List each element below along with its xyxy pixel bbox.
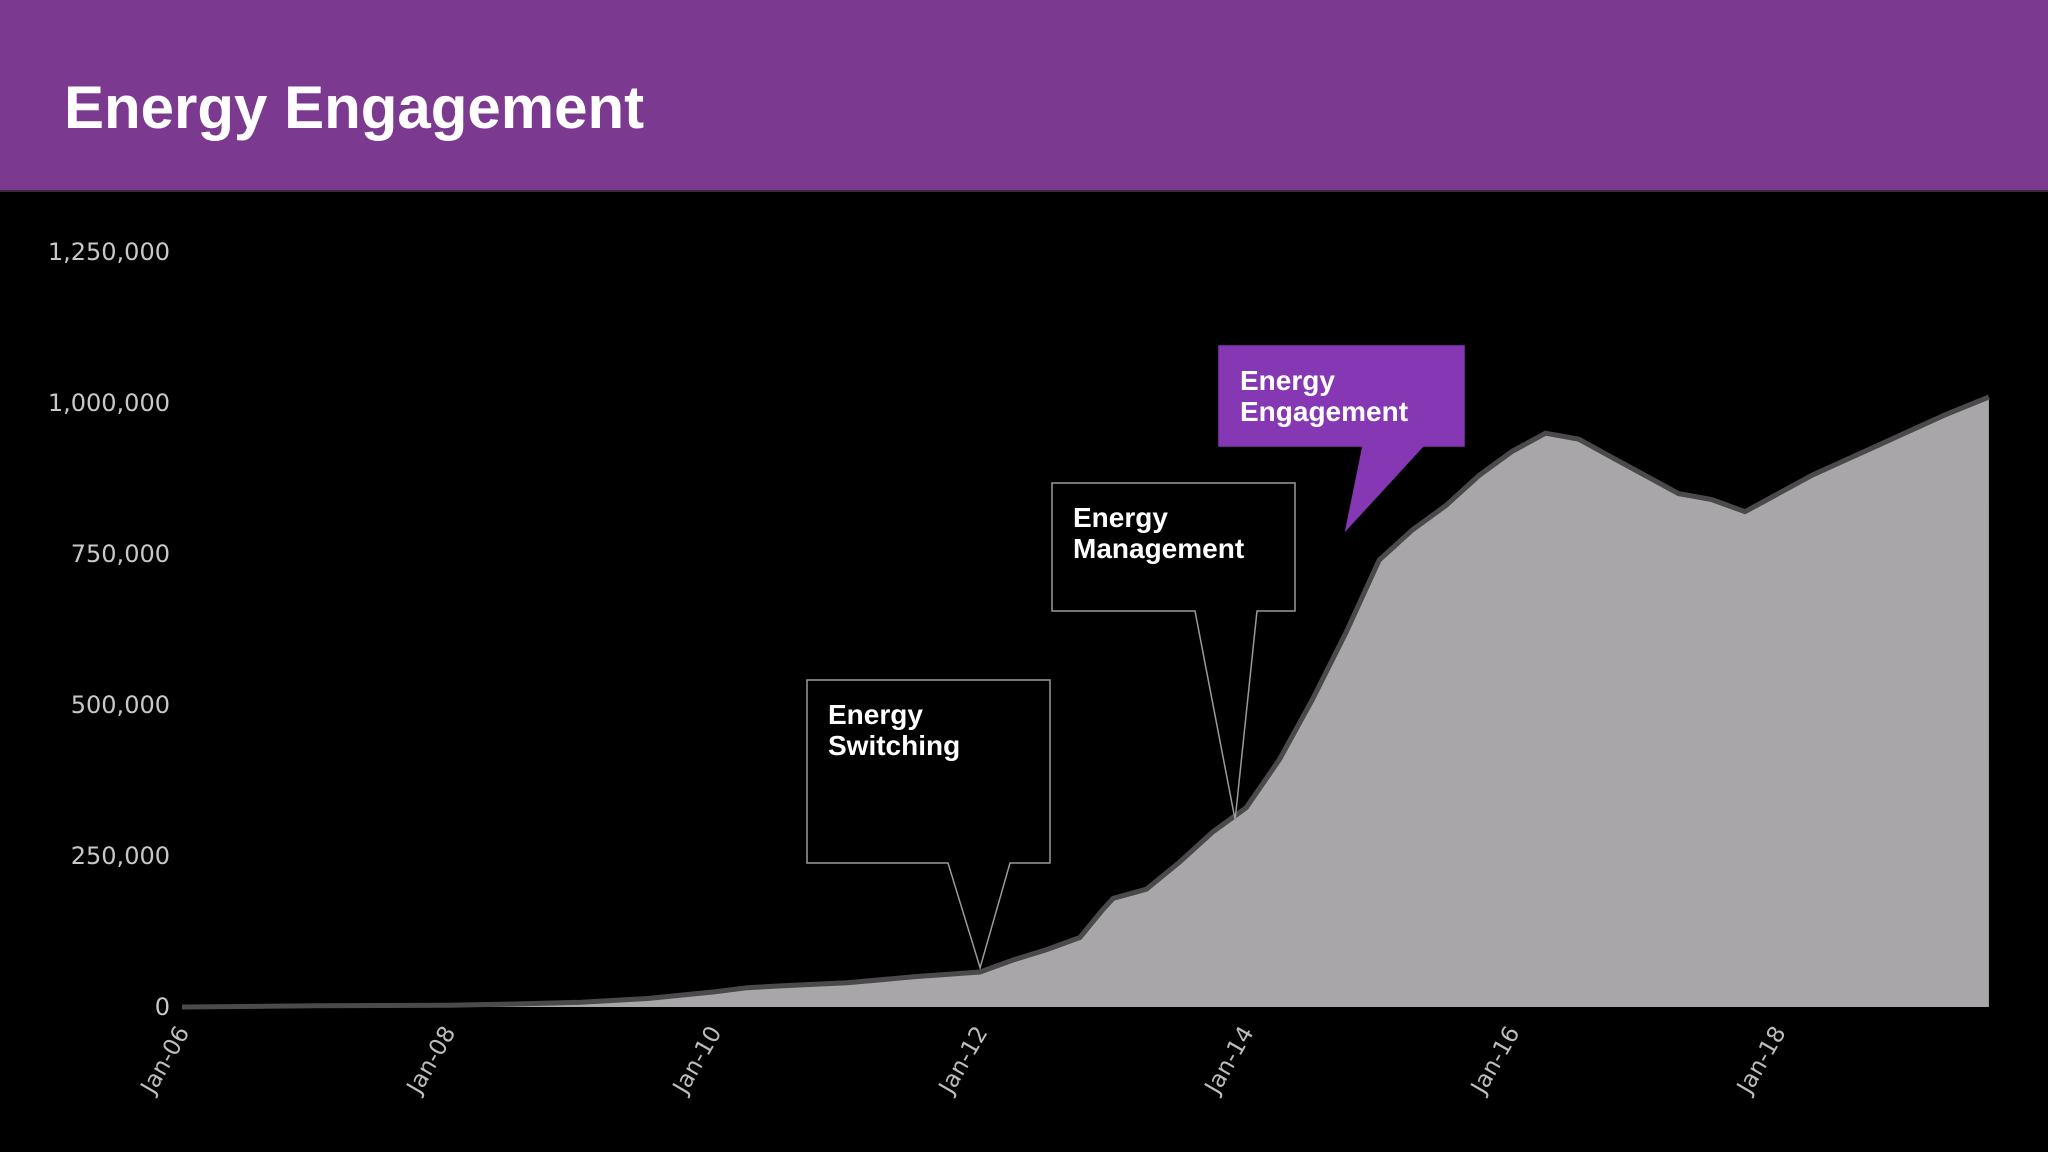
area-series-edge-0 [181, 394, 1990, 1010]
x-tick-label: Jan-14 [1199, 1022, 1259, 1100]
chart-area: 0 250,000 500,000 750,000 1,000,000 1,250,000… [0, 192, 2048, 1152]
area-chart: 0 250,000 500,000 750,000 1,000,000 1,250,000… [48, 238, 1990, 1100]
area-series-0 [182, 397, 1989, 1007]
x-tick-label: Jan-08 [401, 1022, 461, 1100]
y-tick-label: 250,000 [71, 842, 170, 870]
callout-label: Engagement [1240, 396, 1408, 427]
x-tick-label: Jan-10 [667, 1022, 727, 1100]
callout-label: Management [1073, 533, 1244, 564]
y-tick-label: 750,000 [71, 540, 170, 568]
x-tick-label: Jan-18 [1731, 1022, 1791, 1100]
callout-label: Energy [828, 699, 923, 730]
header-bar: Energy Engagement [0, 0, 2048, 192]
callout-box [806, 679, 1051, 971]
callout-box [1051, 482, 1296, 820]
callout-box [1218, 345, 1465, 533]
page-title: Energy Engagement [64, 74, 645, 141]
y-tick-label: 1,000,000 [48, 389, 170, 417]
x-tick-label: Jan-16 [1465, 1022, 1525, 1100]
callout-label: Switching [828, 730, 960, 761]
callout-label: Energy [1073, 502, 1168, 533]
y-tick-label: 1,250,000 [48, 238, 170, 266]
x-tick-label: Jan-12 [933, 1022, 993, 1100]
y-tick-label: 0 [155, 993, 170, 1021]
y-tick-label: 500,000 [71, 691, 170, 719]
callout-label: Energy [1240, 365, 1335, 396]
x-tick-label: Jan-06 [135, 1022, 195, 1100]
